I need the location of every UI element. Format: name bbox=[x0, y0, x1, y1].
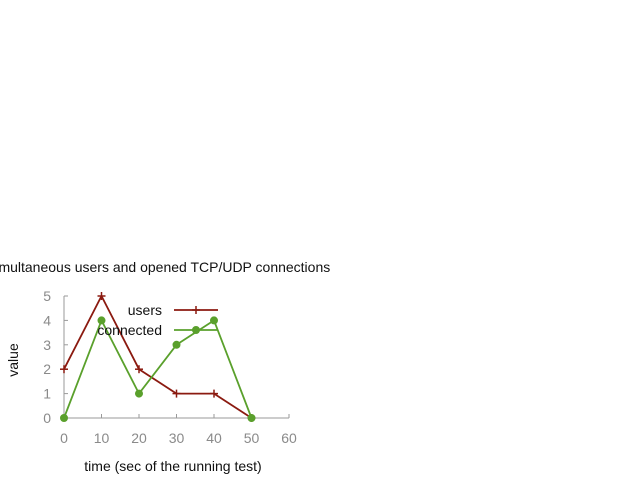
series-line bbox=[63, 295, 252, 419]
x-tick-label: 50 bbox=[244, 430, 260, 446]
series-line bbox=[63, 319, 253, 419]
y-tick-label: 2 bbox=[43, 361, 51, 377]
y-tick-label: 4 bbox=[43, 312, 51, 328]
x-tick-label: 40 bbox=[206, 430, 222, 446]
data-point bbox=[60, 414, 68, 422]
legend-item-users: users bbox=[128, 302, 218, 318]
x-tick-label: 10 bbox=[94, 430, 110, 446]
axes bbox=[63, 296, 289, 419]
data-point bbox=[60, 365, 68, 374]
legend-label: users bbox=[128, 302, 162, 318]
y-tick-label: 1 bbox=[43, 386, 51, 402]
y-tick-label: 3 bbox=[43, 337, 51, 353]
data-point bbox=[97, 292, 106, 300]
legend: users connected bbox=[97, 302, 218, 338]
x-tick-label: 0 bbox=[60, 430, 68, 446]
series-layer bbox=[60, 292, 256, 422]
data-point bbox=[135, 365, 143, 374]
series-connected bbox=[60, 316, 256, 422]
y-axis-title: value bbox=[5, 343, 21, 377]
legend-swatch-marker bbox=[192, 306, 200, 314]
chart-title: Simultaneous users and opened TCP/UDP co… bbox=[0, 259, 330, 275]
y-tick-label: 5 bbox=[43, 288, 51, 304]
data-point bbox=[247, 414, 256, 422]
legend-swatch-marker bbox=[192, 326, 200, 334]
legend-label: connected bbox=[97, 322, 162, 338]
y-tick-label: 0 bbox=[43, 410, 51, 426]
data-point bbox=[210, 316, 218, 325]
legend-item-connected: connected bbox=[97, 322, 218, 338]
x-tick-label: 30 bbox=[169, 430, 185, 446]
data-point bbox=[97, 316, 106, 325]
x-tick-label: 60 bbox=[281, 430, 297, 446]
data-point bbox=[210, 389, 218, 398]
data-point bbox=[172, 389, 181, 398]
x-tick-label: 20 bbox=[131, 430, 147, 446]
ticks: 0 10 20 30 40 50 60 0 1 2 3 4 5 bbox=[43, 288, 297, 446]
data-point bbox=[135, 389, 143, 398]
x-axis-title: time (sec of the running test) bbox=[84, 458, 261, 474]
data-point bbox=[172, 340, 181, 349]
